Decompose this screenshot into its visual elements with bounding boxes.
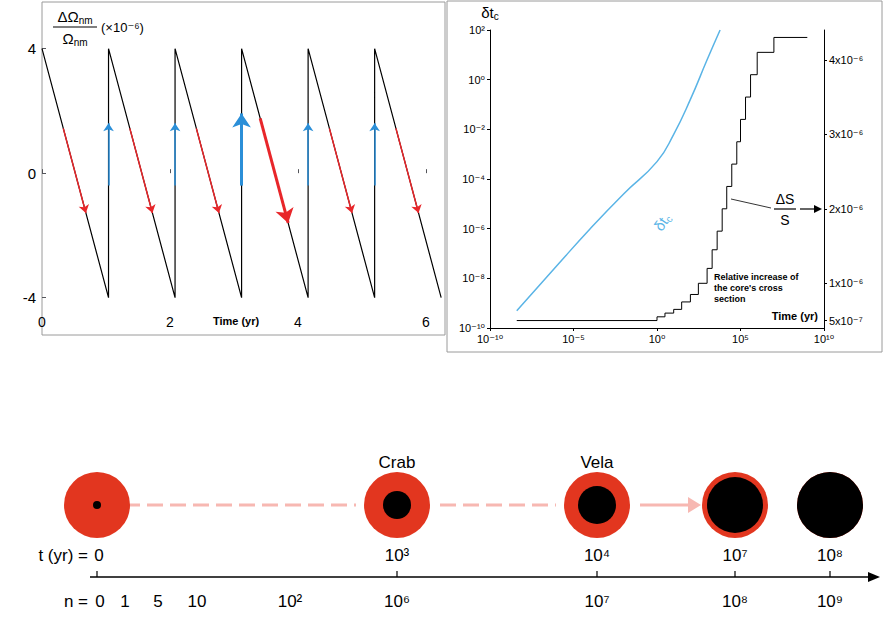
svg-text:0: 0 xyxy=(95,592,104,611)
svg-text:10³: 10³ xyxy=(385,546,410,565)
svg-text:(×10⁻⁶): (×10⁻⁶) xyxy=(101,20,144,35)
svg-text:Time (yr): Time (yr) xyxy=(213,315,260,327)
svg-text:10: 10 xyxy=(188,592,207,611)
svg-text:Relative increase of: Relative increase of xyxy=(714,272,800,282)
svg-text:10⁵: 10⁵ xyxy=(732,333,749,345)
svg-text:10⁶: 10⁶ xyxy=(384,592,410,611)
svg-text:S: S xyxy=(780,212,789,228)
svg-text:4: 4 xyxy=(294,314,302,330)
svg-text:10⁻⁶: 10⁻⁶ xyxy=(462,223,485,235)
svg-text:1x10⁻⁶: 1x10⁻⁶ xyxy=(829,277,863,289)
svg-text:δt: δt xyxy=(650,214,672,235)
svg-text:10²: 10² xyxy=(469,24,485,36)
svg-text:10⁻¹⁰: 10⁻¹⁰ xyxy=(458,322,485,334)
svg-text:ΔS: ΔS xyxy=(776,191,795,207)
svg-text:0: 0 xyxy=(38,314,46,330)
svg-text:nm: nm xyxy=(74,37,88,48)
svg-text:Vela: Vela xyxy=(580,453,614,472)
svg-text:10⁻⁵: 10⁻⁵ xyxy=(562,333,585,345)
svg-text:Crab: Crab xyxy=(379,453,416,472)
svg-text:10⁴: 10⁴ xyxy=(584,546,610,565)
svg-text:2x10⁻⁶: 2x10⁻⁶ xyxy=(829,203,863,215)
svg-text:5: 5 xyxy=(153,592,162,611)
svg-text:10⁸: 10⁸ xyxy=(817,546,843,565)
svg-text:10²: 10² xyxy=(278,592,303,611)
svg-text:6: 6 xyxy=(422,314,430,330)
svg-text:2: 2 xyxy=(166,314,174,330)
svg-text:4x10⁻⁶: 4x10⁻⁶ xyxy=(829,54,863,66)
svg-text:10¹⁰: 10¹⁰ xyxy=(814,333,835,345)
svg-text:10⁸: 10⁸ xyxy=(722,592,748,611)
svg-text:10⁹: 10⁹ xyxy=(817,592,843,611)
svg-text:5x10⁻⁷: 5x10⁻⁷ xyxy=(829,315,863,327)
svg-text:10⁷: 10⁷ xyxy=(722,546,747,565)
svg-text:10⁻⁴: 10⁻⁴ xyxy=(462,173,485,185)
svg-text:4: 4 xyxy=(28,40,36,57)
svg-text:1: 1 xyxy=(120,592,129,611)
svg-text:10⁷: 10⁷ xyxy=(584,592,609,611)
svg-text:3x10⁻⁶: 3x10⁻⁶ xyxy=(829,128,863,140)
svg-text:10⁻¹⁰: 10⁻¹⁰ xyxy=(477,333,504,345)
svg-text:0: 0 xyxy=(28,165,36,182)
svg-text:δt: δt xyxy=(481,4,494,21)
svg-text:the core's cross: the core's cross xyxy=(714,283,783,293)
svg-text:n =: n = xyxy=(64,592,88,611)
svg-text:-4: -4 xyxy=(23,289,36,306)
svg-text:10⁰: 10⁰ xyxy=(468,74,485,86)
svg-text:10⁻²: 10⁻² xyxy=(463,123,485,135)
svg-text:0: 0 xyxy=(94,546,103,565)
svg-text:c: c xyxy=(494,11,499,22)
svg-text:nm: nm xyxy=(79,15,93,26)
svg-text:ΔΩ: ΔΩ xyxy=(57,8,78,25)
svg-text:t (yr) =: t (yr) = xyxy=(38,546,88,565)
svg-text:Ω: Ω xyxy=(62,30,73,47)
svg-text:Time (yr): Time (yr) xyxy=(772,310,819,322)
svg-text:10⁻⁸: 10⁻⁸ xyxy=(462,272,485,284)
svg-text:section: section xyxy=(714,294,746,304)
svg-text:c: c xyxy=(663,214,675,224)
svg-text:10⁰: 10⁰ xyxy=(649,333,666,345)
